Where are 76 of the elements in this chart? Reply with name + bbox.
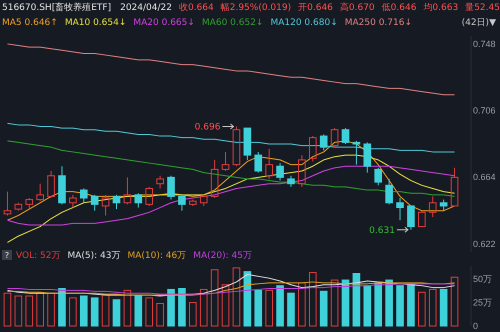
bar bbox=[407, 283, 415, 326]
annotation: 0.696 bbox=[194, 122, 221, 133]
bar bbox=[102, 294, 110, 326]
text: 幅2.95%(0.019) bbox=[220, 2, 292, 13]
text: 量52.45 bbox=[465, 2, 500, 13]
help-icon: ? bbox=[2, 250, 12, 260]
bar bbox=[47, 292, 55, 326]
bar bbox=[308, 272, 317, 326]
text: MA20 0.665↓ bbox=[133, 18, 195, 28]
bar bbox=[352, 273, 360, 326]
text: 高0.670 bbox=[340, 2, 375, 13]
bar bbox=[134, 296, 142, 326]
text: MA10 0.654↓ bbox=[64, 18, 126, 28]
bar bbox=[254, 290, 262, 326]
annotation: 0.631 bbox=[369, 226, 395, 236]
bar bbox=[374, 282, 382, 326]
text: 均0.663 bbox=[422, 2, 458, 13]
bar bbox=[342, 280, 350, 326]
bar bbox=[265, 290, 273, 326]
text: MA250 0.716↓ bbox=[344, 18, 412, 28]
y-tick-label: 0.622 bbox=[473, 238, 496, 249]
bar bbox=[320, 290, 328, 326]
bar bbox=[69, 297, 77, 326]
y-tick-label: 0.748 bbox=[473, 38, 496, 49]
bar bbox=[156, 303, 164, 326]
bar bbox=[450, 276, 458, 326]
bar bbox=[222, 284, 230, 326]
text: 开0.646 bbox=[298, 3, 334, 13]
bar bbox=[276, 285, 284, 326]
candlestick bbox=[396, 198, 404, 221]
bar bbox=[112, 299, 120, 326]
bar bbox=[210, 269, 218, 326]
bar bbox=[178, 288, 186, 326]
text: MA5 0.646↑ bbox=[2, 18, 58, 28]
bar bbox=[14, 296, 22, 326]
bar bbox=[244, 271, 252, 326]
bar bbox=[298, 282, 306, 326]
bar bbox=[167, 288, 175, 326]
bar bbox=[36, 292, 44, 326]
chart-title: 516670.SH[畜牧养殖ETF] bbox=[2, 2, 112, 13]
text: (42日)▼ bbox=[462, 18, 496, 28]
bar bbox=[124, 290, 132, 326]
text: MA60 0.652↓ bbox=[202, 18, 264, 28]
y-tick-label: 0.664 bbox=[473, 172, 496, 182]
bar bbox=[232, 267, 240, 326]
bar bbox=[4, 292, 12, 326]
y-tick-label: 0 bbox=[473, 320, 478, 331]
text: 低0.646 bbox=[382, 2, 417, 13]
bar bbox=[396, 285, 404, 326]
bar bbox=[189, 302, 197, 326]
y-tick-label: 25万 bbox=[473, 297, 492, 308]
y-tick-label: 50万 bbox=[473, 274, 492, 284]
bar bbox=[440, 288, 448, 326]
text: 2024/04/22 bbox=[120, 3, 172, 13]
annotation: ? bbox=[4, 251, 10, 260]
text: 收0.664 bbox=[178, 2, 214, 13]
text: VOL: 52万 bbox=[16, 251, 60, 261]
text: MA(20): 45万 bbox=[193, 251, 252, 261]
bar bbox=[80, 296, 88, 326]
bar bbox=[363, 285, 372, 326]
text: MA(5): 43万 bbox=[67, 251, 120, 261]
bar bbox=[385, 280, 393, 326]
y-tick-label: 0.706 bbox=[473, 106, 496, 116]
bar bbox=[200, 288, 208, 326]
bar bbox=[418, 292, 426, 326]
bar bbox=[145, 297, 154, 326]
bar bbox=[90, 297, 99, 326]
bar bbox=[330, 280, 338, 326]
bar bbox=[25, 296, 34, 326]
text: MA120 0.680↓ bbox=[270, 18, 338, 28]
bar bbox=[287, 292, 295, 326]
text: MA(10): 46万 bbox=[127, 251, 186, 261]
line-series bbox=[6, 43, 456, 96]
bar bbox=[428, 288, 437, 326]
candlestick bbox=[298, 154, 306, 188]
bar bbox=[58, 288, 66, 326]
